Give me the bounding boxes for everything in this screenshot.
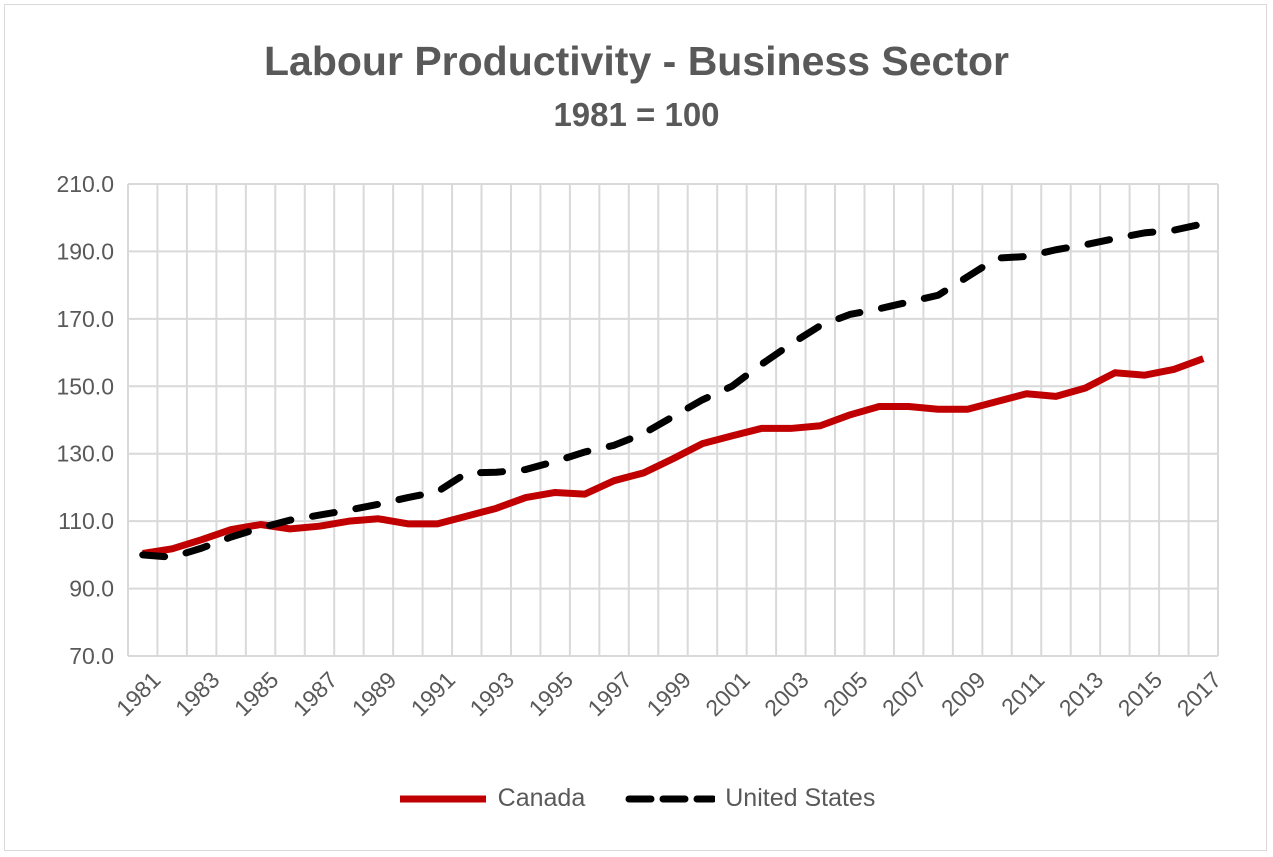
x-tick-label: 1995 [524, 667, 579, 722]
y-tick-label: 130.0 [56, 441, 114, 467]
x-tick-label: 2007 [877, 667, 932, 722]
legend-label-canada: Canada [497, 784, 586, 812]
x-tick-label: 1991 [406, 667, 461, 722]
x-tick-label: 1985 [229, 667, 284, 722]
x-tick-label: 2015 [1113, 667, 1168, 722]
x-tick-label: 2013 [1054, 667, 1109, 722]
legend-item-canada: Canada [398, 784, 586, 813]
series-line-united-states [139, 220, 1207, 561]
x-tick-label: 2001 [700, 667, 755, 722]
x-tick-label: 1981 [111, 667, 166, 722]
y-tick-label: 110.0 [58, 508, 114, 534]
x-tick-label: 2009 [936, 667, 991, 722]
chart-subtitle: 1981 = 100 [553, 96, 720, 133]
y-tick-label: 150.0 [56, 373, 114, 399]
legend-item-us: United States [625, 784, 875, 813]
legend: Canada United States [0, 784, 1273, 813]
legend-swatch-us [625, 795, 716, 802]
series-line-canada [142, 355, 1205, 557]
y-tick-label: 210.0 [56, 171, 114, 197]
chart-frame [4, 4, 1267, 851]
y-tick-label: 90.0 [69, 576, 114, 602]
y-tick-label: 190.0 [56, 238, 114, 264]
legend-label-us: United States [725, 784, 876, 812]
y-tick-label: 170.0 [56, 306, 114, 332]
x-tick-label: 2003 [759, 667, 814, 722]
x-tick-label: 1997 [582, 667, 637, 722]
x-tick-label: 2011 [996, 667, 1049, 720]
x-tick-label: 1993 [465, 667, 520, 722]
x-tick-label: 1987 [288, 667, 343, 722]
legend-swatch-canada [399, 795, 486, 802]
x-tick-label: 1999 [641, 667, 696, 722]
x-tick-label: 1989 [347, 667, 402, 722]
chart-title: Labour Productivity - Business Sector [264, 38, 1009, 84]
x-tick-label: 1983 [170, 667, 225, 722]
x-tick-label: 2005 [818, 667, 873, 722]
x-tick-label: 2017 [1172, 667, 1227, 722]
y-tick-label: 70.0 [69, 643, 114, 669]
